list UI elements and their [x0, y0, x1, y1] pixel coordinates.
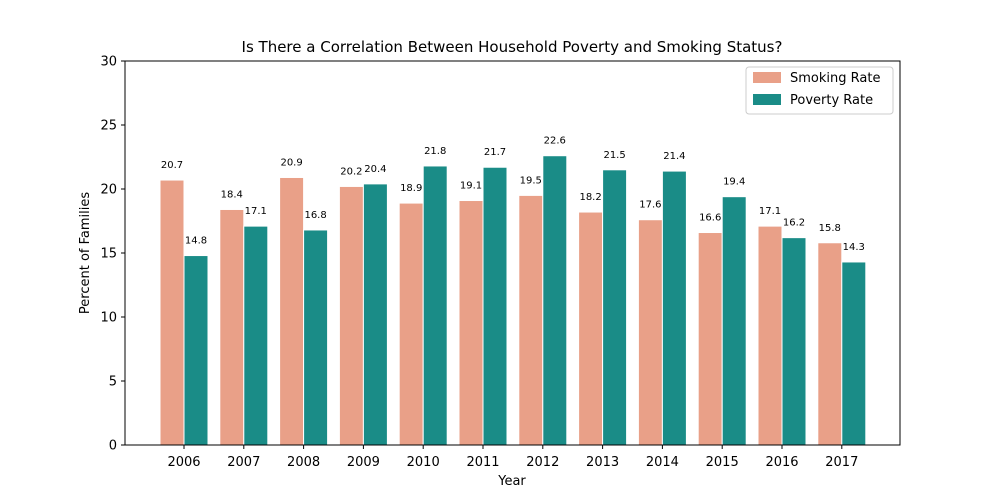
x-tick-label: 2009 — [347, 455, 380, 470]
bar-data-label: 18.2 — [579, 192, 601, 203]
bar-poverty-rate — [602, 169, 628, 446]
bar-smoking-rate — [279, 176, 305, 446]
bar-poverty-rate — [243, 225, 269, 446]
chart-title: Is There a Correlation Between Household… — [242, 38, 783, 56]
x-tick-label: 2010 — [407, 455, 440, 470]
bar-smoking-rate — [518, 194, 544, 446]
bar-poverty-rate — [542, 155, 568, 446]
bar-poverty-rate — [781, 237, 807, 446]
bar-smoking-rate — [578, 211, 604, 446]
x-tick-label: 2008 — [287, 455, 320, 470]
bar-data-label: 15.8 — [819, 223, 841, 234]
bar-poverty-rate — [661, 170, 687, 446]
bar-data-label: 17.1 — [245, 206, 267, 217]
bar-smoking-rate — [338, 185, 364, 446]
y-tick-label: 0 — [109, 439, 117, 454]
legend-swatch — [753, 94, 781, 105]
bar-smoking-rate — [219, 208, 245, 446]
x-tick-label: 2006 — [167, 455, 200, 470]
bar-data-label: 17.6 — [639, 200, 661, 211]
x-tick-label: 2013 — [586, 455, 619, 470]
bar-smoking-rate — [697, 232, 723, 446]
bar-data-label: 16.2 — [783, 218, 805, 229]
bar-data-label: 21.4 — [663, 151, 685, 162]
y-tick-label: 30 — [100, 55, 117, 70]
legend-swatch — [753, 72, 781, 83]
bar-smoking-rate — [398, 202, 424, 446]
bar-smoking-rate — [817, 242, 843, 446]
bar-data-label: 21.7 — [484, 147, 506, 158]
bar-data-label: 20.7 — [161, 160, 183, 171]
plot-frame — [124, 60, 901, 446]
bar-poverty-rate — [362, 183, 388, 446]
y-tick-label: 10 — [100, 311, 117, 326]
bars-group: 20.7 18.4 20.9 20.2 18.9 19.1 19.5 18.2 17.6 16.6… — [159, 136, 867, 446]
y-tick-label: 5 — [109, 375, 117, 390]
bar-smoking-rate — [458, 200, 484, 446]
bar-smoking-rate — [757, 225, 783, 446]
bar-smoking-rate — [637, 219, 663, 446]
legend-label: Poverty Rate — [790, 93, 873, 108]
y-tick-label: 15 — [100, 247, 117, 262]
x-tick-label: 2016 — [765, 455, 798, 470]
bar-poverty-rate — [721, 196, 747, 446]
y-axis-label: Percent of Families — [78, 192, 93, 314]
bar-data-label: 19.4 — [723, 177, 745, 188]
bar-smoking-rate — [159, 179, 185, 446]
y-tick-label: 25 — [100, 119, 117, 134]
x-tick-label: 2011 — [466, 455, 499, 470]
bar-data-label: 18.4 — [221, 189, 243, 200]
bar-poverty-rate — [303, 229, 329, 446]
x-axis-label: Year — [497, 474, 526, 489]
x-tick-label: 2014 — [646, 455, 679, 470]
legend: Smoking Rate Poverty Rate — [745, 66, 894, 115]
bar-data-label: 16.6 — [699, 213, 721, 224]
bar-poverty-rate — [482, 166, 508, 446]
bar-data-label: 20.2 — [340, 166, 362, 177]
bar-data-label: 17.1 — [759, 206, 781, 217]
x-tick-label: 2007 — [227, 455, 260, 470]
bar-data-label: 19.5 — [520, 175, 542, 186]
x-tick-label: 2017 — [825, 455, 858, 470]
bar-poverty-rate — [422, 165, 448, 446]
bar-data-label: 14.3 — [843, 242, 865, 253]
bar-data-label: 16.8 — [304, 210, 326, 221]
y-axis: 0 5 10 15 20 25 30 — [100, 55, 125, 454]
bar-data-label: 18.9 — [400, 183, 422, 194]
x-tick-label: 2015 — [706, 455, 739, 470]
legend-box — [745, 66, 894, 115]
legend-label: Smoking Rate — [790, 71, 880, 86]
bar-data-label: 14.8 — [185, 236, 207, 247]
bar-data-label: 22.6 — [544, 136, 566, 147]
y-tick-label: 20 — [100, 183, 117, 198]
bar-data-label: 21.8 — [424, 146, 446, 157]
x-tick-label: 2012 — [526, 455, 559, 470]
bar-data-label: 20.4 — [364, 164, 386, 175]
bar-data-label: 19.1 — [460, 181, 482, 192]
bar-data-label: 21.5 — [603, 150, 625, 161]
bar-poverty-rate — [183, 255, 209, 446]
bar-data-label: 20.9 — [280, 157, 302, 168]
bar-poverty-rate — [841, 261, 867, 446]
x-axis: 2006 2007 2008 2009 2010 2011 2012 2013 2014 2015… — [167, 445, 858, 470]
